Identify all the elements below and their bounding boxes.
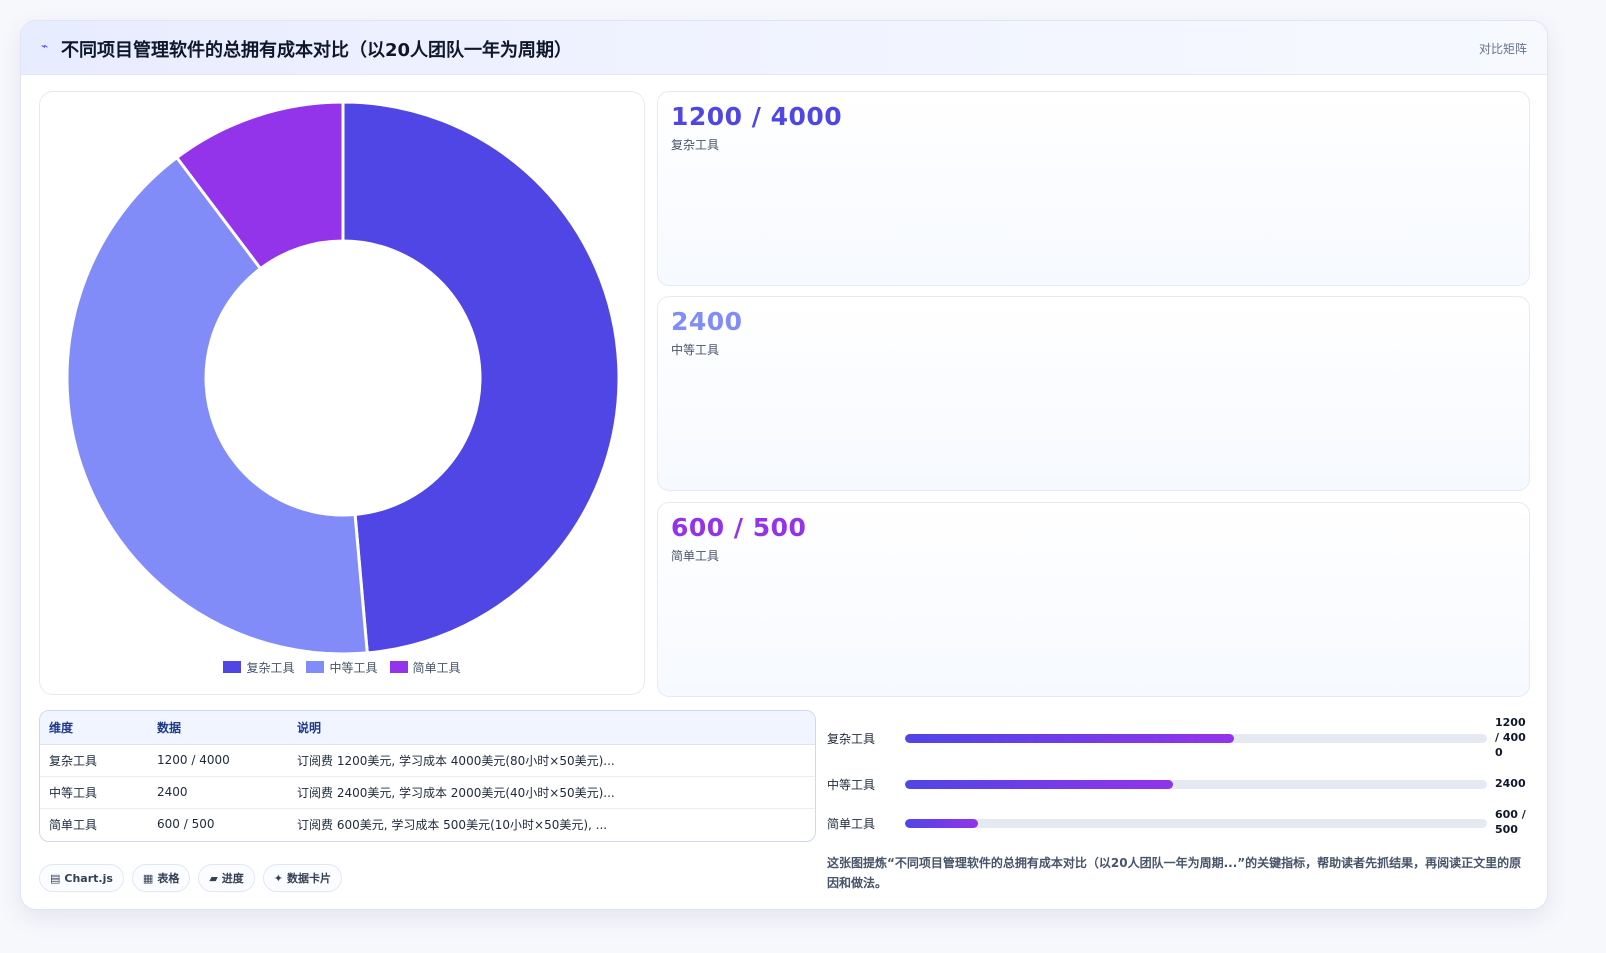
table-cell: 订阅费 600美元, 学习成本 500美元(10小时×50美元), ... <box>297 817 608 832</box>
tag-chips: ▤ Chart.js ▦ 表格 ▰ 进度 ✦ 数据卡片 <box>39 864 343 892</box>
progress-fill <box>905 780 1173 789</box>
legend-item[interactable]: 复杂工具 <box>223 659 294 675</box>
page-title: 不同项目管理软件的总拥有成本对比（以20人团队一年为周期） <box>61 40 573 61</box>
dashboard-card: ⌁ 不同项目管理软件的总拥有成本对比（以20人团队一年为周期） 对比矩阵 复杂工… <box>20 20 1548 910</box>
chip-table[interactable]: ▦ 表格 <box>131 864 191 892</box>
table-icon: ▦ <box>142 871 154 885</box>
progress-value: 600 / 500 <box>1495 808 1526 836</box>
progress-row-medium: 中等工具 2400 <box>827 764 1527 804</box>
table-cell: 中等工具 <box>40 776 148 809</box>
table-header-description: 说明 <box>288 711 815 745</box>
progress-row-simple: 简单工具 600 / 500 <box>827 803 1527 843</box>
stat-card-simple: 600 / 500 简单工具 <box>657 502 1530 697</box>
stat-value: 2400 <box>671 307 743 336</box>
progress-label: 复杂工具 <box>827 732 876 746</box>
progress-label: 中等工具 <box>827 778 876 792</box>
chart-description: 这张图提炼“不同项目管理软件的总拥有成本对比（以20人团队一年为周期...”的关… <box>827 856 1522 890</box>
progress-fill <box>905 734 1234 743</box>
chip-label: 进度 <box>221 872 244 885</box>
legend-label: 中等工具 <box>329 660 378 675</box>
pie-slice-2[interactable] <box>65 155 369 656</box>
pie-slice-1[interactable] <box>341 100 621 655</box>
progress-icon: ▰ <box>209 871 218 885</box>
table-header-row: 维度 数据 说明 <box>40 711 815 745</box>
table-cell: 订阅费 2400美元, 学习成本 2000美元(40小时×50美元)... <box>288 776 815 809</box>
table-header-dimension: 维度 <box>40 711 148 745</box>
chip-label: Chart.js <box>64 871 113 885</box>
progress-track <box>905 734 1487 743</box>
progress-value: 2400 <box>1495 777 1526 790</box>
chart-icon: ▤ <box>50 871 61 885</box>
table-cell: 2400 <box>148 776 288 809</box>
legend-item[interactable]: 简单工具 <box>389 659 461 675</box>
stat-value: 1200 / 4000 <box>671 102 843 131</box>
chip-label: 数据卡片 <box>287 872 332 885</box>
progress-row-complex: 复杂工具 1200 / 4000 <box>827 716 1527 759</box>
legend-label: 复杂工具 <box>246 660 295 675</box>
donut-chart <box>65 100 621 656</box>
table-cell: 简单工具 <box>49 817 98 832</box>
progress-value: 1200 / 4000 <box>1495 716 1526 759</box>
sparkline-icon: ⌁ <box>41 39 49 53</box>
progress-label: 简单工具 <box>827 817 876 831</box>
stat-label: 简单工具 <box>671 549 720 563</box>
legend-item[interactable]: 中等工具 <box>306 659 378 675</box>
chart-legend: 复杂工具 中等工具 简单工具 <box>40 659 644 675</box>
table-cell: 600 / 500 <box>157 817 215 832</box>
legend-swatch <box>389 661 408 673</box>
table-cell: 订阅费 1200美元, 学习成本 4000美元(80小时×50美元)... <box>288 744 815 777</box>
table-cell: 复杂工具 <box>40 744 148 777</box>
table-row: 复杂工具 1200 / 4000 订阅费 1200美元, 学习成本 4000美元… <box>40 744 815 777</box>
card-header: ⌁ 不同项目管理软件的总拥有成本对比（以20人团队一年为周期） 对比矩阵 <box>21 21 1547 75</box>
stat-card-complex: 1200 / 4000 复杂工具 <box>657 91 1530 286</box>
progress-track <box>905 780 1487 789</box>
data-table: 维度 数据 说明 复杂工具 1200 / 4000 订阅费 1200美元, 学习… <box>39 710 816 842</box>
table-cell: 1200 / 4000 <box>148 744 288 777</box>
card-icon: ✦ <box>273 871 284 885</box>
stat-card-medium: 2400 中等工具 <box>657 296 1530 491</box>
legend-label: 简单工具 <box>412 660 461 675</box>
chip-chartjs[interactable]: ▤ Chart.js <box>39 864 124 892</box>
table-row: 简单工具 600 / 500 订阅费 600美元, 学习成本 500美元(10小… <box>40 808 815 840</box>
chip-progress[interactable]: ▰ 进度 <box>198 864 255 892</box>
donut-chart-panel: 复杂工具 中等工具 简单工具 <box>39 91 645 695</box>
stat-value: 600 / 500 <box>671 513 807 542</box>
pie-slice-3[interactable] <box>174 100 345 271</box>
legend-swatch <box>223 661 242 673</box>
table-header-data: 数据 <box>148 711 288 745</box>
comparison-matrix-link[interactable]: 对比矩阵 <box>1478 42 1527 56</box>
legend-swatch <box>306 661 325 673</box>
table-row: 中等工具 2400 订阅费 2400美元, 学习成本 2000美元(40小时×5… <box>40 776 815 809</box>
stat-label: 复杂工具 <box>671 138 720 152</box>
progress-track <box>905 819 1487 828</box>
progress-fill <box>905 819 978 828</box>
chip-data-card[interactable]: ✦ 数据卡片 <box>262 864 343 892</box>
chip-label: 表格 <box>157 872 180 885</box>
stat-label: 中等工具 <box>671 343 720 357</box>
